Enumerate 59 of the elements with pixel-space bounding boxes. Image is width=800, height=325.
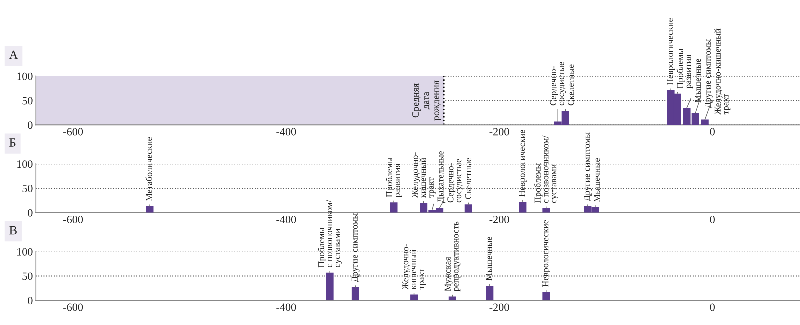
annotation: Проблемы развития [676, 48, 694, 89]
bar [701, 120, 709, 126]
chart-title: А [9, 50, 18, 60]
bar [390, 202, 398, 213]
annotation: Сердечно- сосудистые [448, 159, 464, 203]
bar [448, 296, 456, 301]
y-tick-label: 50 [22, 272, 33, 280]
bar [519, 202, 527, 213]
annotation: Скелетные [465, 158, 472, 200]
x-tick-label: 0 [710, 216, 715, 224]
annotation: Мышечные [594, 158, 600, 202]
chart-title: В [10, 226, 17, 235]
x-tick-label: -200 [490, 304, 510, 312]
annotation: Проблемы с позвоночником/ суставами [534, 136, 558, 204]
x-tick-label: -200 [490, 216, 510, 224]
x-tick-label: -200 [490, 128, 510, 136]
ref-line-label: Средняя дата рождения [412, 80, 442, 121]
annotation: Проблемы с позвоночником/ суставами [318, 200, 342, 268]
x-tick-label: 0 [710, 304, 715, 312]
chart-title: Б [10, 138, 16, 147]
annotation: Метаболические [146, 138, 152, 202]
annotation: Неврологические [542, 220, 550, 288]
y-tick-label: 100 [18, 160, 33, 168]
bar [486, 286, 494, 301]
y-tick-label: 0 [28, 209, 33, 217]
annotation: Другие симптомы [584, 132, 592, 202]
x-tick-label: -600 [64, 216, 84, 224]
y-tick-label: 100 [18, 248, 33, 256]
bar [542, 208, 550, 213]
y-tick-label: 100 [18, 72, 33, 80]
annotation: Мышечные [695, 59, 702, 103]
bar [464, 204, 472, 213]
annotation: Желудочно- кишечный тракт [402, 244, 426, 290]
y-tick-label: 50 [22, 184, 33, 192]
annotation: Мышечные [486, 237, 492, 281]
x-tick-label: -600 [64, 304, 84, 312]
annotation: Неврологические [519, 130, 528, 197]
x-tick-label: -600 [64, 128, 84, 136]
annotation: Неврологические [667, 18, 676, 86]
x-tick-label: 0 [710, 128, 715, 136]
x-tick-label: -400 [276, 304, 296, 312]
x-tick-label: -400 [276, 128, 296, 136]
bar [410, 294, 418, 301]
annotation: Скелетные [568, 64, 574, 106]
bar [352, 287, 360, 301]
annotation: Мужская репродуктивность [444, 222, 461, 292]
annotation: Проблемы развития [386, 158, 402, 198]
y-tick-label: 0 [28, 297, 33, 305]
x-tick-label: -400 [276, 216, 296, 224]
annotation: Дыхательные [438, 151, 446, 203]
bar [326, 272, 334, 301]
annotation: Другие симптомы [705, 39, 713, 108]
bar [542, 292, 550, 301]
annotation: Желудочно-кишечный тракт [714, 28, 731, 115]
annotation: Другие симптомы [352, 213, 360, 282]
annotation: Сердечно- сосудистые [550, 62, 566, 106]
y-tick-label: 0 [28, 122, 33, 130]
annotation: Желудочно- кишечный тракт [412, 152, 436, 198]
y-tick-label: 50 [22, 97, 33, 105]
